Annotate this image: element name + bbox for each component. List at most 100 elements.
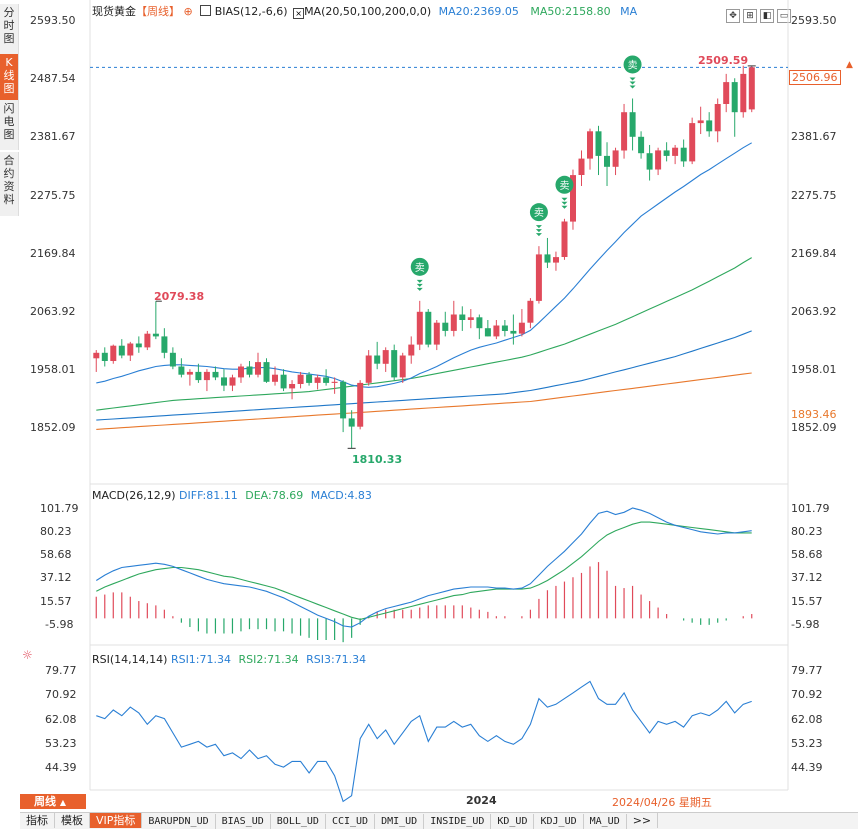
next-icon[interactable]: ▭ bbox=[777, 9, 791, 23]
macd-legend: MACD(26,12,9) DIFF:81.11 DEA:78.69 MACD:… bbox=[92, 489, 372, 502]
candle-body bbox=[655, 150, 662, 170]
expand-arrow-icon[interactable]: ▲ bbox=[846, 60, 853, 70]
price-tick-right: 1958.01 bbox=[791, 363, 837, 376]
candle-body bbox=[740, 73, 747, 113]
last-price-tag: 2506.96 bbox=[789, 70, 841, 85]
prev-icon[interactable]: ◧ bbox=[760, 9, 774, 23]
candle-body bbox=[689, 123, 696, 162]
ma-toggle-icon[interactable]: × bbox=[293, 8, 305, 19]
candle-body bbox=[476, 317, 483, 329]
candle-body bbox=[152, 333, 159, 337]
bias-label[interactable]: BIAS(12,-6,6) bbox=[214, 5, 288, 18]
candle-body bbox=[306, 374, 313, 383]
candle-body bbox=[706, 120, 713, 132]
move-icon[interactable]: ✥ bbox=[726, 9, 740, 23]
tab-kd[interactable]: KD_UD bbox=[491, 814, 535, 829]
tab-barupdn[interactable]: BARUPDN_UD bbox=[142, 814, 216, 829]
sell-arrow-icon bbox=[416, 287, 423, 291]
ma20-value: MA20:2369.05 bbox=[438, 5, 519, 18]
tab-kdj[interactable]: KDJ_UD bbox=[534, 814, 584, 829]
zoom-icon[interactable]: ⊞ bbox=[743, 9, 757, 23]
macd-label[interactable]: MACD(26,12,9) bbox=[92, 489, 176, 502]
candle-body bbox=[484, 328, 491, 337]
low-annotation: 1810.33 bbox=[352, 453, 403, 466]
settings-sun-icon[interactable]: ☼ bbox=[22, 648, 33, 662]
candles bbox=[93, 65, 755, 449]
price-tick-right: 2275.75 bbox=[791, 189, 837, 202]
sell-arrow-icon bbox=[629, 85, 636, 89]
tab-flash[interactable]: 闪电图 bbox=[0, 100, 19, 150]
year-label: 2024 bbox=[466, 794, 497, 807]
period-button[interactable]: 周线 ▲ bbox=[20, 794, 86, 809]
candle-body bbox=[561, 221, 568, 257]
candle-body bbox=[578, 158, 585, 175]
tab-intraday[interactable]: 分时图 bbox=[0, 4, 19, 54]
candle-body bbox=[604, 155, 610, 167]
tab-templates[interactable]: 模板 bbox=[55, 813, 90, 828]
tab-more[interactable]: >> bbox=[627, 813, 659, 828]
tab-vip-indicators[interactable]: VIP指标 bbox=[90, 813, 143, 828]
candle-body bbox=[331, 381, 338, 383]
candle-body bbox=[348, 418, 355, 427]
price-tick-left: 2169.84 bbox=[30, 247, 76, 260]
candle-body bbox=[297, 374, 304, 384]
candle-body bbox=[135, 343, 142, 348]
macd-tick-right: 58.68 bbox=[791, 548, 823, 561]
tab-kline[interactable]: K线图 bbox=[0, 54, 19, 100]
candle-body bbox=[340, 381, 347, 419]
sell-signal-text: 卖 bbox=[415, 262, 425, 274]
tab-cci[interactable]: CCI_UD bbox=[326, 814, 376, 829]
tab-inside[interactable]: INSIDE_UD bbox=[424, 814, 492, 829]
candle-body bbox=[314, 377, 321, 383]
ma-label[interactable]: MA(20,50,100,200,0,0) bbox=[304, 5, 432, 18]
candle-body bbox=[518, 322, 525, 334]
price-tick-right: 2381.67 bbox=[791, 130, 837, 143]
candle-body bbox=[510, 330, 517, 334]
rsi-tick-right: 44.39 bbox=[791, 761, 823, 774]
tab-dmi[interactable]: DMI_UD bbox=[375, 814, 425, 829]
tab-bias[interactable]: BIAS_UD bbox=[216, 814, 271, 829]
indicator-tab-bar: 指标 模板 VIP指标 BARUPDN_UD BIAS_UD BOLL_UD CCI_UD D… bbox=[20, 812, 858, 829]
candle-body bbox=[118, 345, 125, 356]
candle-body bbox=[93, 352, 100, 359]
sell-signal-text: 卖 bbox=[559, 180, 569, 192]
macd-tick-right: 15.57 bbox=[791, 595, 823, 608]
candle-body bbox=[723, 82, 730, 104]
candle-body bbox=[272, 374, 278, 382]
ma-price-tag: 1893.46 bbox=[791, 408, 837, 421]
sell-arrow-icon bbox=[561, 197, 568, 201]
price-tick-right: 1852.09 bbox=[791, 421, 837, 434]
candle-body bbox=[467, 317, 474, 320]
rsi-label[interactable]: RSI(14,14,14) bbox=[92, 653, 168, 666]
tab-indicators[interactable]: 指标 bbox=[20, 813, 55, 828]
candle-body bbox=[425, 311, 432, 345]
sell-signal-text: 卖 bbox=[628, 59, 638, 71]
checkbox-icon[interactable] bbox=[200, 5, 212, 16]
sell-arrow-icon bbox=[416, 279, 423, 283]
date-label: 2024/04/26 星期五 bbox=[612, 796, 712, 809]
rsi-tick-left: 79.77 bbox=[45, 664, 77, 677]
tab-contract-info[interactable]: 合约资料 bbox=[0, 152, 19, 216]
candle-body bbox=[595, 131, 602, 156]
high-2023-annotation: 2079.38 bbox=[154, 290, 205, 303]
tab-ma[interactable]: MA_UD bbox=[584, 814, 627, 829]
candle-body bbox=[535, 254, 542, 301]
rsi-legend: RSI(14,14,14) RSI1:71.34 RSI2:71.34 RSI3… bbox=[92, 653, 366, 666]
candle-body bbox=[212, 371, 219, 378]
period-tag[interactable]: 【周线】 bbox=[136, 5, 180, 18]
candle-body bbox=[408, 344, 415, 356]
rsi2-value: RSI2:71.34 bbox=[238, 653, 299, 666]
candle-body bbox=[731, 82, 738, 113]
add-circle-icon[interactable]: ⊕ bbox=[183, 5, 193, 18]
rsi-tick-right: 62.08 bbox=[791, 713, 823, 726]
macd-value: MACD:4.83 bbox=[310, 489, 372, 502]
sell-arrow-icon bbox=[535, 225, 542, 229]
tab-boll[interactable]: BOLL_UD bbox=[271, 814, 326, 829]
candle-body bbox=[195, 371, 202, 381]
price-tick-left: 2063.92 bbox=[30, 305, 76, 318]
candle-body bbox=[169, 352, 176, 367]
ma100-line bbox=[96, 330, 752, 421]
ma-lines bbox=[96, 142, 752, 430]
rsi-tick-left: 44.39 bbox=[45, 761, 77, 774]
